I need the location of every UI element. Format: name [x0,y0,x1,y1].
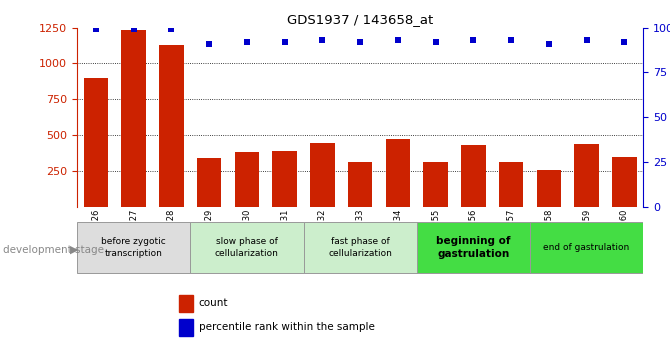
Point [317,37,328,43]
Bar [273,151,297,207]
Bar [77,222,190,273]
Bar [499,162,523,207]
Bar [84,78,108,207]
Bar [574,144,599,207]
Bar [461,145,486,207]
Bar [304,222,417,273]
Bar [197,158,221,207]
Bar [612,157,636,207]
Bar [159,45,184,207]
Text: count: count [199,298,228,308]
Text: before zygotic
transcription: before zygotic transcription [101,237,166,258]
Bar [190,222,304,273]
Point [166,27,177,32]
Point [355,39,366,45]
Bar [423,162,448,207]
Bar [310,143,334,207]
Point [506,37,517,43]
Text: percentile rank within the sample: percentile rank within the sample [199,322,375,332]
Bar [179,295,193,312]
Bar [179,319,193,336]
Point [128,27,139,32]
Text: ▶: ▶ [70,245,79,255]
Text: end of gastrulation: end of gastrulation [543,243,630,252]
Bar [234,152,259,207]
Bar [537,170,561,207]
Text: development stage: development stage [3,245,105,255]
Point [393,37,403,43]
Text: beginning of
gastrulation: beginning of gastrulation [436,236,511,259]
Bar [417,222,530,273]
Point [430,39,441,45]
Point [581,37,592,43]
Title: GDS1937 / 143658_at: GDS1937 / 143658_at [287,13,433,27]
Bar [386,139,410,207]
Bar [530,222,643,273]
Point [468,37,478,43]
Point [543,41,554,47]
Point [241,39,252,45]
Point [619,39,630,45]
Text: fast phase of
cellularization: fast phase of cellularization [328,237,392,258]
Bar [121,30,146,207]
Point [279,39,290,45]
Bar [348,162,373,207]
Text: slow phase of
cellularization: slow phase of cellularization [215,237,279,258]
Point [90,27,101,32]
Point [204,41,214,47]
